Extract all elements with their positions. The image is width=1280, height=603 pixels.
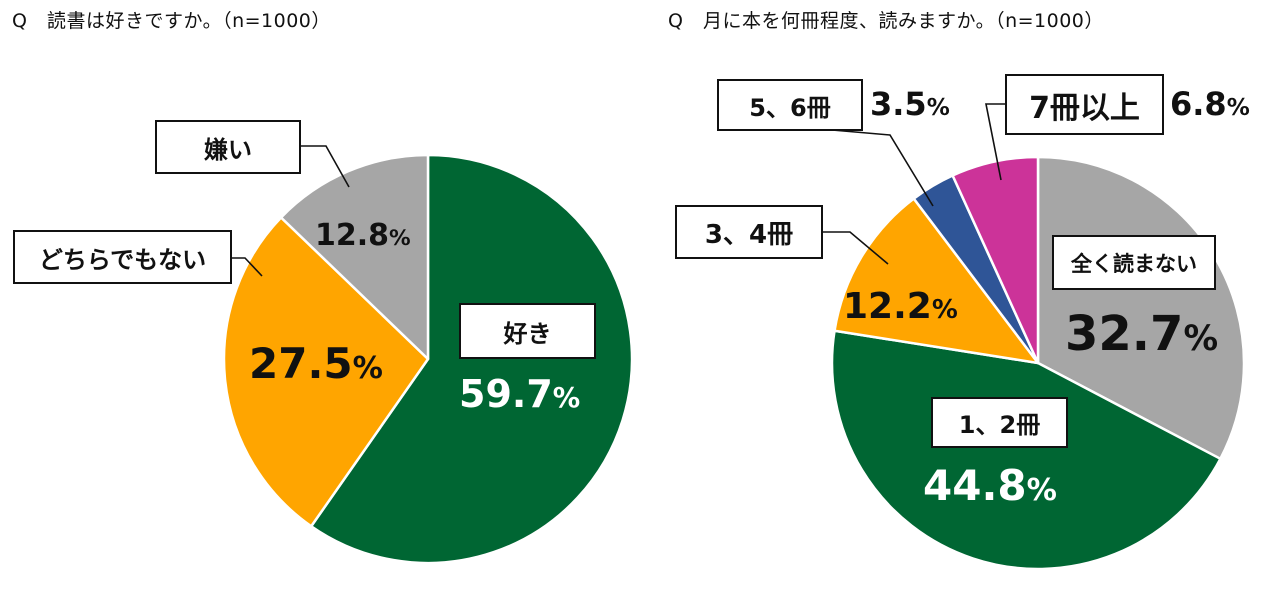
pie-slice bbox=[951, 155, 1040, 365]
value-neutral: 27.5% bbox=[249, 339, 383, 388]
value-five-six: 3.5% bbox=[870, 85, 950, 123]
right-chart-title: Q 月に本を何冊程度、読みますか。（n=1000） bbox=[668, 10, 1104, 32]
label-box-neutral: どちらでもない bbox=[13, 230, 232, 284]
pie-slice bbox=[833, 197, 1040, 365]
value-one-two: 44.8% bbox=[923, 461, 1057, 510]
left-chart-title: Q 読書は好きですか。（n=1000） bbox=[12, 10, 331, 32]
pie-slice bbox=[830, 329, 1222, 571]
label-like: 好き bbox=[503, 319, 552, 348]
value-none: 32.7% bbox=[1065, 306, 1219, 362]
label-box-seven-plus: 7冊以上 bbox=[1005, 74, 1164, 135]
label-five-six: 5、6冊 bbox=[749, 93, 831, 122]
leader-lines bbox=[231, 103, 1005, 277]
label-box-like: 好き bbox=[459, 303, 596, 359]
leader-line-dislike bbox=[300, 145, 350, 188]
pie-slice bbox=[279, 153, 430, 361]
label-box-three-four: 3、4冊 bbox=[675, 205, 823, 259]
value-three-four: 12.2% bbox=[843, 286, 958, 327]
label-neutral: どちらでもない bbox=[38, 245, 207, 274]
value-dislike: 12.8% bbox=[315, 218, 411, 253]
label-one-two: 1、2冊 bbox=[958, 411, 1041, 439]
leader-line-three-four bbox=[822, 231, 889, 265]
label-seven-plus: 7冊以上 bbox=[1029, 90, 1140, 126]
label-box-dislike: 嫌い bbox=[155, 120, 301, 174]
leader-line-seven-plus bbox=[985, 103, 1005, 181]
label-three-four: 3、4冊 bbox=[704, 219, 794, 250]
leader-line-neutral bbox=[231, 257, 263, 277]
label-box-one-two: 1、2冊 bbox=[931, 397, 1068, 448]
value-seven-plus: 6.8% bbox=[1170, 85, 1250, 123]
pie-chart-books-per-month bbox=[830, 155, 1246, 571]
pie-slice bbox=[222, 216, 430, 528]
label-box-none: 全く読まない bbox=[1052, 235, 1216, 290]
leader-line-five-six bbox=[831, 129, 934, 207]
label-dislike: 嫌い bbox=[204, 135, 252, 164]
label-box-five-six: 5、6冊 bbox=[717, 79, 863, 131]
label-none: 全く読まない bbox=[1071, 251, 1197, 276]
value-like: 59.7% bbox=[459, 372, 581, 416]
